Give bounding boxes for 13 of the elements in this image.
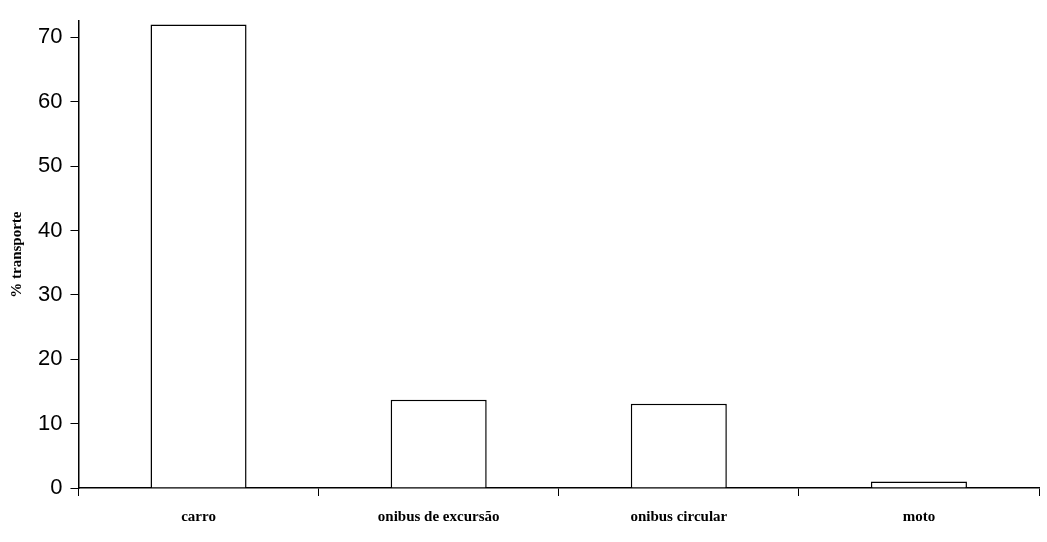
y-tick-label: 30 bbox=[37, 280, 63, 306]
y-tick-label: 60 bbox=[37, 87, 63, 113]
x-tick-label: carro bbox=[181, 507, 216, 524]
y-tick-label: 40 bbox=[37, 216, 63, 242]
y-axis-title: % transporte bbox=[7, 211, 24, 298]
y-tick-label: 50 bbox=[37, 152, 63, 178]
y-tick-label: 70 bbox=[37, 23, 63, 49]
x-tick-label: onibus de excursão bbox=[377, 507, 500, 524]
y-tick-label: 0 bbox=[50, 474, 63, 500]
x-tick-label: onibus circular bbox=[630, 507, 728, 524]
y-tick-label: 10 bbox=[37, 409, 63, 435]
y-tick-label: 20 bbox=[37, 345, 63, 371]
x-tick-label: moto bbox=[902, 507, 936, 524]
